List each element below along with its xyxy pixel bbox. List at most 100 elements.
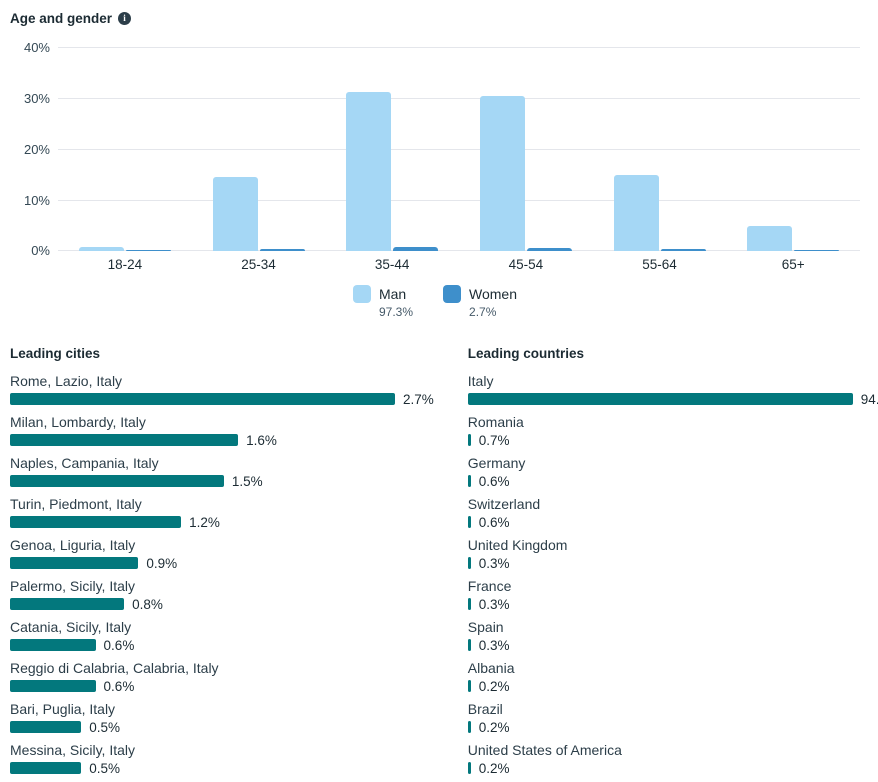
info-icon[interactable]: i [118, 11, 132, 25]
city-value: 0.5% [89, 719, 121, 735]
city-bar [10, 639, 96, 651]
leading-cities-list: Rome, Lazio, Italy 2.7% Milan, Lombardy,… [10, 373, 434, 776]
city-label: Messina, Sicily, Italy [10, 742, 135, 758]
city-value: 0.8% [132, 596, 163, 612]
age-group-18-24 [58, 47, 192, 251]
legend-man-label: Man [378, 286, 407, 302]
country-label: Italy [467, 373, 494, 389]
leading-countries-section: Leading countries Italy 94.5% Romania 0.… [467, 346, 878, 782]
city-bar [10, 557, 139, 569]
country-value: 0.6% [478, 473, 510, 489]
city-value: 1.2% [189, 514, 220, 530]
x-label: 55-64 [642, 257, 677, 272]
women-bar-25-34[interactable] [259, 248, 305, 251]
list-item: Genoa, Liguria, Italy 0.9% [10, 537, 434, 571]
country-bar [467, 516, 471, 528]
panel-header: Age and gender i [10, 8, 860, 28]
city-value: 1.5% [231, 473, 263, 489]
leading-countries-title: Leading countries [467, 346, 585, 361]
gridline-20 [58, 149, 860, 150]
city-value: 2.7% [403, 391, 434, 407]
age-group-65plus [726, 47, 860, 251]
city-bar [10, 516, 182, 528]
country-bar [467, 557, 471, 569]
list-item: Spain 0.3% [467, 619, 878, 653]
y-tick: 20% [23, 142, 50, 157]
city-bar [10, 598, 125, 610]
man-bar-25-34[interactable] [212, 177, 258, 251]
age-group-25-34 [192, 47, 326, 251]
man-bar-45-54[interactable] [479, 95, 525, 251]
country-value: 0.2% [478, 760, 510, 776]
city-value: 0.9% [146, 555, 178, 571]
man-bar-18-24[interactable] [78, 247, 124, 251]
country-value: 0.3% [478, 555, 510, 571]
list-item: Bari, Puglia, Italy 0.5% [10, 701, 434, 735]
x-label: 18-24 [107, 257, 143, 272]
legend-entry-man: Man 97.3% [352, 285, 413, 319]
gridline-0 [58, 250, 860, 251]
women-bar-45-54[interactable] [526, 247, 572, 251]
legend-women-label: Women [469, 286, 517, 302]
city-label: Reggio di Calabria, Calabria, Italy [10, 660, 219, 676]
x-axis: 18-24 25-34 35-44 45-54 55-64 65+ [58, 257, 860, 272]
man-bar-35-44[interactable] [346, 92, 392, 251]
city-bar [10, 721, 82, 733]
chart-legend: Man 97.3% Women 2.7% [10, 285, 860, 319]
x-label: 35-44 [374, 257, 410, 272]
leading-countries-list: Italy 94.5% Romania 0.7% Germany 0.6% Sw… [467, 373, 878, 776]
gridline-10 [58, 200, 860, 201]
country-bar [467, 598, 471, 610]
list-item: Rome, Lazio, Italy 2.7% [10, 373, 434, 407]
list-item: Germany 0.6% [467, 455, 878, 489]
gridline-30 [58, 98, 860, 99]
country-label: Romania [467, 414, 524, 430]
country-label: Brazil [467, 701, 503, 717]
age-group-35-44 [325, 47, 459, 251]
city-label: Rome, Lazio, Italy [10, 373, 123, 389]
country-label: Albania [467, 660, 515, 676]
city-label: Milan, Lombardy, Italy [10, 414, 146, 430]
city-label: Bari, Puglia, Italy [10, 701, 116, 717]
city-bar [10, 434, 239, 446]
man-bar-65plus[interactable] [747, 225, 793, 251]
women-bar-65plus[interactable] [794, 249, 840, 251]
women-bar-18-24[interactable] [125, 250, 171, 251]
list-item: Romania 0.7% [467, 414, 878, 448]
country-label: United States of America [467, 742, 622, 758]
country-label: France [467, 578, 512, 594]
city-label: Catania, Sicily, Italy [10, 619, 132, 635]
y-tick: 40% [23, 40, 50, 55]
list-item: Naples, Campania, Italy 1.5% [10, 455, 434, 489]
page-title: Age and gender [10, 10, 113, 26]
country-value: 0.7% [478, 432, 510, 448]
y-tick: 0% [31, 243, 50, 258]
x-label: 25-34 [241, 257, 276, 272]
women-bar-35-44[interactable] [393, 246, 439, 251]
list-item: Italy 94.5% [467, 373, 878, 407]
man-bar-55-64[interactable] [613, 175, 659, 251]
country-bar [467, 639, 471, 651]
x-label: 65+ [781, 257, 805, 272]
city-value: 0.6% [103, 637, 135, 653]
gridline-40 [58, 47, 860, 48]
leading-cities-section: Leading cities Rome, Lazio, Italy 2.7% M… [10, 346, 434, 782]
list-item: Reggio di Calabria, Calabria, Italy 0.6% [10, 660, 434, 694]
country-label: Germany [467, 455, 526, 471]
women-bar-55-64[interactable] [660, 248, 706, 251]
city-label: Turin, Piedmont, Italy [10, 496, 142, 512]
geo-lists: Leading cities Rome, Lazio, Italy 2.7% M… [10, 346, 878, 782]
list-item: France 0.3% [467, 578, 878, 612]
list-item: Brazil 0.2% [467, 701, 878, 735]
country-bar [467, 393, 853, 405]
list-item: Messina, Sicily, Italy 0.5% [10, 742, 434, 776]
man-swatch-icon [352, 285, 371, 303]
country-value: 0.2% [478, 719, 510, 735]
leading-cities-title: Leading cities [10, 346, 101, 361]
list-item: Albania 0.2% [467, 660, 878, 694]
list-item: Milan, Lombardy, Italy 1.6% [10, 414, 434, 448]
y-tick: 30% [23, 91, 50, 106]
country-bar [467, 475, 471, 487]
age-group-45-54 [459, 47, 593, 251]
